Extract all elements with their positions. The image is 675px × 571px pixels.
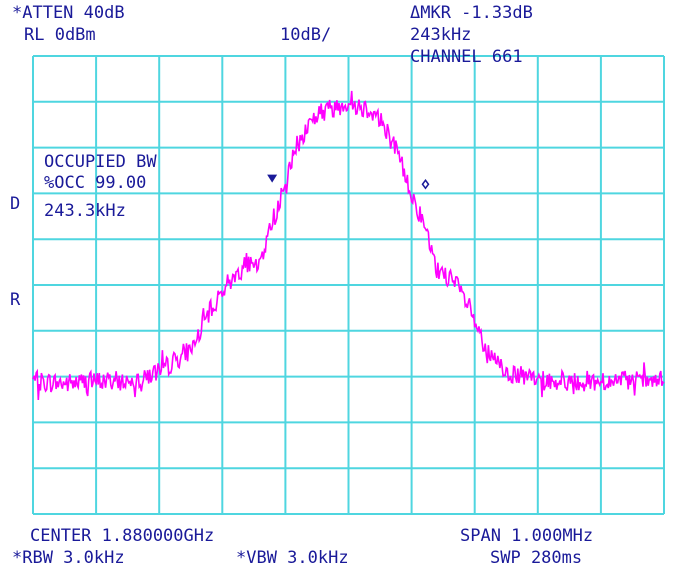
attenuation-label: *ATTEN 40dB: [12, 3, 125, 23]
occupied-bw-value: 243.3kHz: [44, 201, 126, 221]
sweep-time-label: SWP 280ms: [490, 548, 583, 568]
spectrum-trace: [32, 90, 665, 401]
occupied-percent-label: %OCC 99.00: [44, 173, 147, 193]
reference-level-label: RL 0dBm: [24, 25, 96, 45]
marker-diamond: [421, 178, 430, 190]
span-label: SPAN 1.000MHz: [460, 526, 594, 546]
detector-side-label: D: [10, 194, 21, 214]
marker-triangle: [267, 174, 278, 183]
scale-label: 10dB/: [280, 25, 332, 45]
channel-label: CHANNEL 661: [410, 47, 523, 67]
rbw-label: *RBW 3.0kHz: [12, 548, 125, 568]
center-frequency-label: CENTER 1.880000GHz: [30, 526, 215, 546]
r-side-label: R: [10, 290, 21, 310]
marker-frequency-label: 243kHz: [410, 25, 472, 45]
vbw-label: *VBW 3.0kHz: [236, 548, 349, 568]
marker-delta-label: ΔMKR -1.33dB: [410, 3, 533, 23]
occupied-bw-title: OCCUPIED BW: [44, 152, 157, 172]
